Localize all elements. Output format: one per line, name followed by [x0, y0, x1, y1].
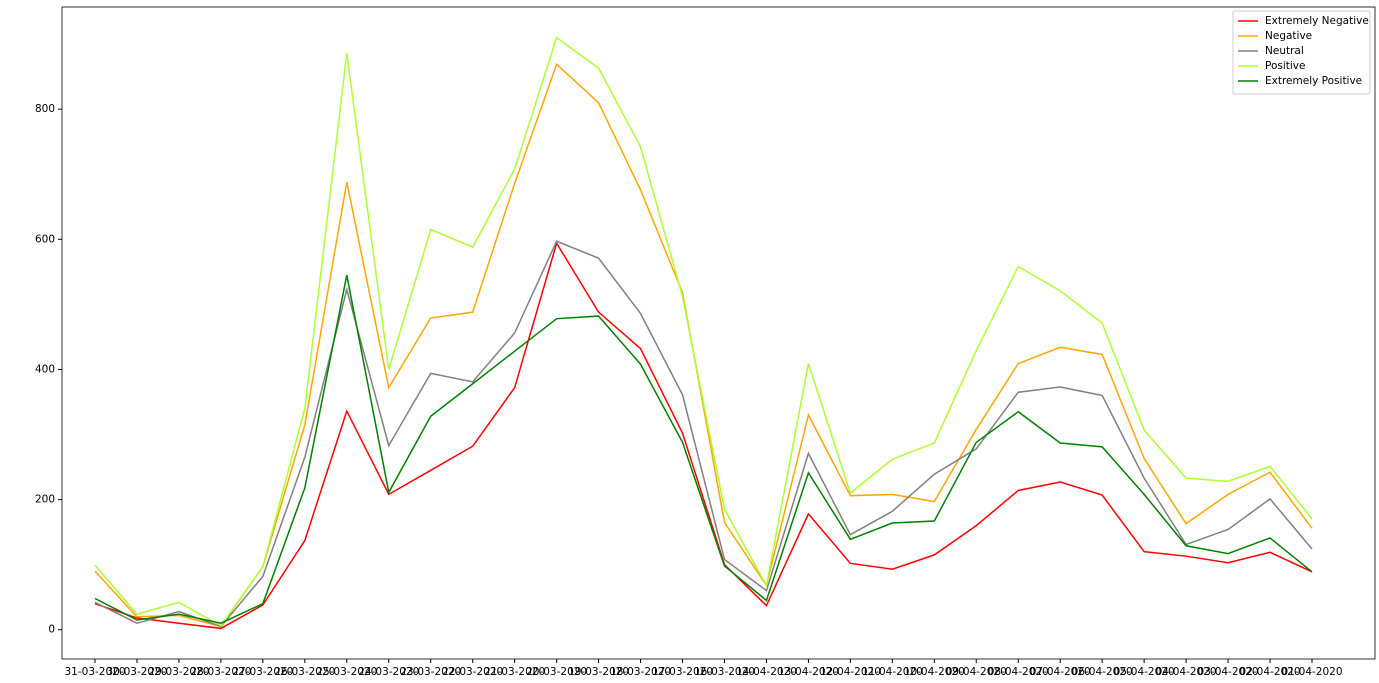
- x-tick-label: 11-04-2020: [862, 666, 923, 678]
- x-tick-label: 27-03-2020: [232, 666, 293, 678]
- x-tick-label: 24-03-2020: [358, 666, 419, 678]
- legend-label: Extremely Positive: [1265, 75, 1362, 87]
- x-tick-label: 05-04-2020: [1114, 666, 1175, 678]
- legend-label: Negative: [1265, 30, 1312, 42]
- x-tick-label: 07-04-2020: [1030, 666, 1091, 678]
- x-tick-label: 19-03-2020: [568, 666, 629, 678]
- x-tick-label: 13-04-2020: [778, 666, 839, 678]
- x-tick-label: 17-03-2020: [652, 666, 713, 678]
- series-line: [94, 241, 1313, 630]
- x-tick-label: 04-04-2020: [1156, 666, 1217, 678]
- x-tick-label: 12-04-2020: [820, 666, 881, 678]
- x-tick-label: 08-04-2020: [988, 666, 1049, 678]
- x-tick-label: 03-04-2020: [1198, 666, 1259, 678]
- x-tick-label: 30-03-2020: [106, 666, 167, 678]
- plot-frame: [61, 6, 1376, 660]
- x-tick-label: 22-03-2020: [442, 666, 503, 678]
- x-tick-label: 14-04-2020: [736, 666, 797, 678]
- series-line: [94, 240, 1313, 628]
- x-tick-label: 20-03-2020: [526, 666, 587, 678]
- y-tick-label: 600: [35, 233, 55, 245]
- legend-box: [1232, 10, 1371, 95]
- x-tick-label: 29-03-2020: [148, 666, 209, 678]
- y-tick-label: 800: [35, 103, 55, 115]
- x-tick-label: 10-04-2020: [904, 666, 965, 678]
- x-tick-label: 18-03-2020: [610, 666, 671, 678]
- x-tick-label: 09-04-2020: [946, 666, 1007, 678]
- x-tick-label: 26-03-2020: [274, 666, 335, 678]
- x-tick-label: 25-03-2020: [316, 666, 377, 678]
- y-tick-label: 0: [48, 624, 55, 636]
- series-line: [94, 274, 1313, 624]
- x-tick-label: 16-03-2020: [694, 666, 755, 678]
- y-tick-label: 400: [35, 363, 55, 375]
- series-line: [94, 36, 1313, 627]
- x-tick-label: 31-03-2020: [64, 666, 125, 678]
- x-tick-label: 23-03-2020: [400, 666, 461, 678]
- x-tick-label: 02-04-2020: [1240, 666, 1301, 678]
- legend-label: Extremely Negative: [1265, 15, 1369, 27]
- x-tick-label: 06-04-2020: [1072, 666, 1133, 678]
- x-tick-label: 28-03-2020: [190, 666, 251, 678]
- legend-label: Neutral: [1265, 45, 1304, 57]
- x-tick-label: 21-03-2020: [484, 666, 545, 678]
- y-tick-label: 200: [35, 494, 55, 506]
- x-tick-label: 01-04-2020: [1281, 666, 1342, 678]
- series-line: [94, 62, 1313, 628]
- legend-label: Positive: [1265, 60, 1305, 72]
